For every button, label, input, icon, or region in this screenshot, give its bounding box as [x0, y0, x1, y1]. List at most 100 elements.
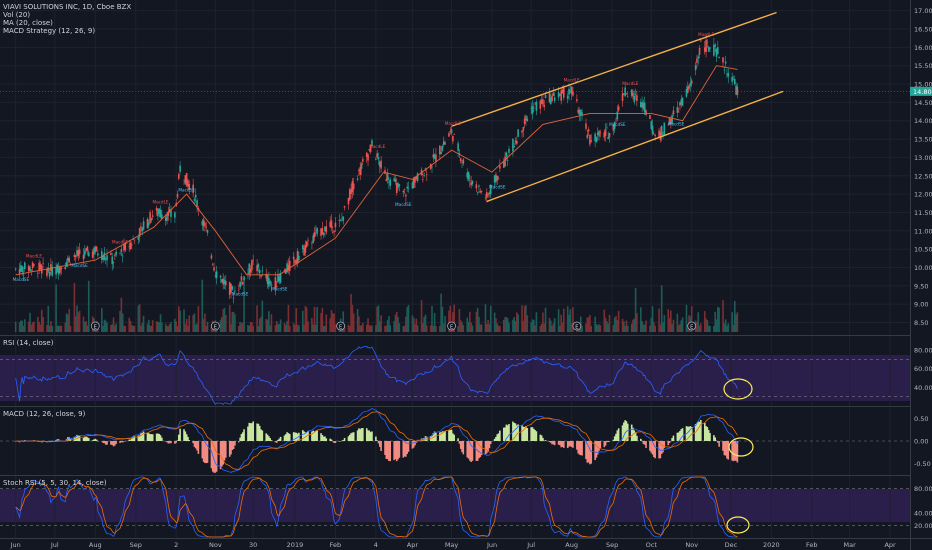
earnings-marker[interactable] — [447, 321, 456, 331]
volume-bar — [124, 325, 127, 332]
macd-histogram-bar — [677, 432, 680, 441]
buy-signal-label: MacdSE — [232, 291, 249, 296]
candle — [688, 85, 690, 89]
volume-bar — [697, 312, 700, 332]
candle — [351, 181, 354, 193]
candle — [517, 129, 519, 137]
ma-indicator-label[interactable]: MA (20, close) — [3, 19, 53, 27]
volume-bar — [432, 325, 435, 332]
candle — [278, 276, 281, 281]
price-pane[interactable] — [0, 0, 910, 335]
macd-histogram-bar — [642, 441, 645, 445]
sell-signal-label: MacdLE — [445, 121, 461, 126]
price-axis[interactable] — [910, 0, 932, 538]
volume-bar — [389, 325, 392, 332]
macd-histogram-bar — [549, 441, 552, 443]
volume-bar — [351, 304, 354, 332]
channel-upper-line[interactable] — [451, 11, 777, 127]
sell-signal-label: MacdLE — [112, 240, 128, 245]
volume-bar — [151, 320, 154, 332]
candle — [612, 125, 615, 131]
channel-lower-line[interactable] — [486, 90, 784, 203]
candle — [466, 172, 469, 178]
candle — [448, 133, 450, 137]
volume-bar — [407, 305, 410, 332]
macd-histogram-bar — [175, 441, 177, 443]
time-tick-label: Sep — [130, 541, 142, 549]
time-tick-label: 2 — [174, 541, 178, 549]
earnings-marker[interactable] — [90, 321, 100, 331]
stoch-title[interactable]: Stoch RSI (5, 5, 30, 14, close) — [3, 479, 107, 487]
volume-indicator-label[interactable]: Vol (20) — [3, 11, 31, 19]
candle — [296, 251, 299, 264]
macd-strategy-label[interactable]: MACD Strategy (12, 26, 9) — [3, 27, 96, 35]
symbol-title[interactable]: VIAVI SOLUTIONS INC, 1D, Cboe BZX — [3, 3, 132, 11]
volume-bar — [645, 320, 647, 332]
volume-bar — [700, 323, 702, 332]
candle — [111, 256, 114, 265]
macd-histogram-bar — [449, 429, 452, 441]
volume-bar — [484, 304, 487, 332]
candle — [680, 99, 683, 105]
macd-histogram-bar — [320, 433, 322, 441]
macd-histogram-bar — [146, 432, 149, 441]
macd-histogram-bar — [540, 435, 543, 441]
macd-histogram-bar — [303, 431, 305, 441]
macd-histogram-bar — [138, 435, 141, 441]
volume-bar — [192, 315, 194, 332]
macd-histogram-bar — [412, 441, 415, 448]
candle — [68, 257, 70, 263]
volume-bar — [149, 325, 151, 332]
volume-bar — [544, 307, 547, 332]
volume-bar — [33, 321, 35, 332]
candle — [260, 275, 262, 278]
candle — [48, 272, 51, 277]
candle — [488, 192, 491, 195]
volume-bar — [279, 319, 282, 332]
candle — [589, 134, 591, 145]
earnings-marker[interactable] — [210, 321, 220, 331]
macd-histogram-bar — [568, 441, 570, 447]
volume-bar — [470, 322, 472, 332]
volume-bar — [495, 318, 497, 332]
time-axis[interactable]: Jun Jul Aug Sep 2 Nov 30 2019 Feb 4 Apr May Jun Jul Au… — [10, 541, 896, 549]
volume-bar — [129, 320, 132, 332]
macd-histogram-bar — [142, 431, 145, 441]
candle — [586, 134, 589, 138]
price-tick-label: 14.50 — [914, 99, 932, 107]
macd-histogram-bar — [615, 433, 617, 441]
volume-bar — [167, 325, 170, 332]
rsi-title[interactable]: RSI (14, close) — [3, 339, 54, 347]
earnings-marker[interactable] — [336, 321, 345, 331]
candle — [676, 107, 679, 113]
volume-bar — [649, 325, 651, 332]
candle — [411, 182, 414, 189]
volume-bar — [559, 325, 561, 332]
volume-bar — [371, 325, 373, 332]
macd-histogram-bar — [269, 438, 271, 441]
macd-histogram-bar — [82, 437, 85, 441]
macd-histogram-bar — [617, 428, 620, 441]
price-tick-label: 9.50 — [914, 282, 928, 290]
volume-bar — [329, 318, 331, 332]
rsi-highlight-circle — [723, 378, 753, 400]
macd-title[interactable]: MACD (12, 26, close, 9) — [3, 410, 86, 418]
macd-histogram-bar — [94, 438, 97, 441]
macd-pane[interactable] — [0, 407, 910, 475]
macd-histogram-bar — [193, 441, 196, 447]
candle — [238, 289, 240, 291]
candle — [21, 266, 23, 273]
candle — [615, 119, 617, 121]
macd-histogram-bar — [114, 441, 116, 446]
macd-histogram-bar — [358, 428, 360, 441]
macd-histogram-bar — [241, 432, 244, 441]
volume-bar — [312, 324, 315, 332]
volume-bar — [106, 322, 108, 332]
earnings-marker[interactable] — [687, 321, 697, 331]
candle — [431, 166, 433, 168]
candle — [709, 47, 711, 49]
earnings-marker[interactable] — [572, 321, 582, 331]
